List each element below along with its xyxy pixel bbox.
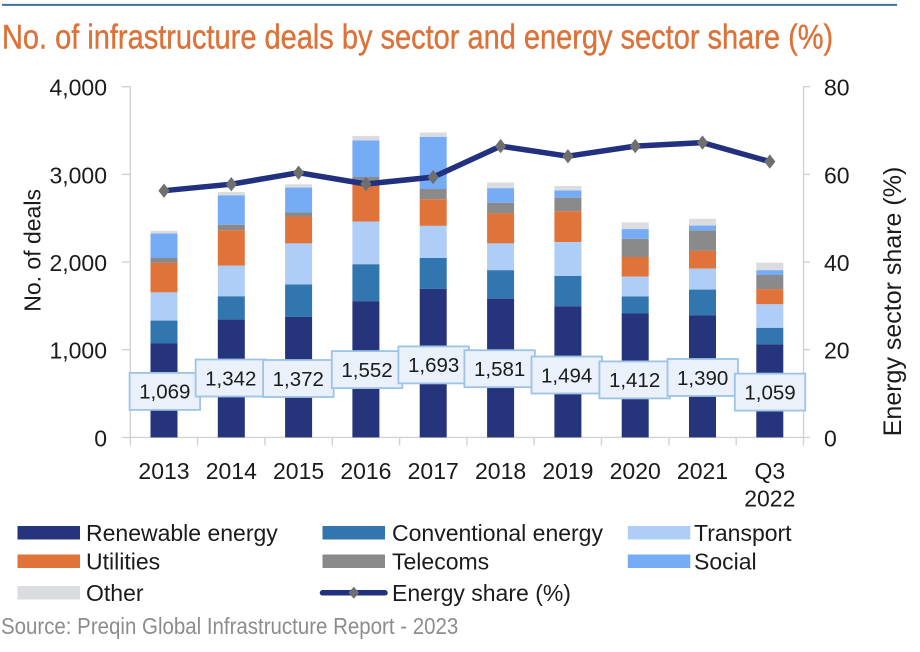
svg-text:1,494: 1,494 <box>541 364 592 387</box>
svg-text:2021: 2021 <box>677 458 728 484</box>
svg-text:0: 0 <box>824 425 837 451</box>
svg-text:1,000: 1,000 <box>49 338 107 364</box>
svg-text:1,372: 1,372 <box>273 368 324 391</box>
svg-text:1,059: 1,059 <box>744 381 795 404</box>
svg-text:2015: 2015 <box>273 458 324 484</box>
svg-text:2019: 2019 <box>542 458 593 484</box>
svg-text:2014: 2014 <box>206 458 257 484</box>
svg-text:2016: 2016 <box>340 458 391 484</box>
svg-text:1,412: 1,412 <box>609 369 660 392</box>
svg-text:2022: 2022 <box>744 486 795 512</box>
svg-text:1,552: 1,552 <box>341 359 392 382</box>
svg-text:1,069: 1,069 <box>139 381 190 404</box>
svg-text:2,000: 2,000 <box>49 250 107 276</box>
svg-text:2020: 2020 <box>610 458 661 484</box>
svg-text:No. of infrastructure deals by: No. of infrastructure deals by sector an… <box>2 17 833 56</box>
svg-text:1,581: 1,581 <box>474 358 525 381</box>
svg-text:Conventional energy: Conventional energy <box>392 520 603 546</box>
svg-text:Social: Social <box>694 548 757 574</box>
svg-text:40: 40 <box>824 250 850 276</box>
svg-text:Q3: Q3 <box>754 458 785 484</box>
svg-text:1,390: 1,390 <box>677 367 728 390</box>
svg-text:4,000: 4,000 <box>49 75 107 101</box>
svg-text:0: 0 <box>94 425 107 451</box>
svg-text:60: 60 <box>824 162 850 188</box>
svg-text:Energy sector share (%): Energy sector share (%) <box>879 167 907 437</box>
svg-text:Telecoms: Telecoms <box>392 548 489 574</box>
svg-text:Renewable energy: Renewable energy <box>86 520 278 546</box>
svg-text:2018: 2018 <box>475 458 526 484</box>
svg-text:80: 80 <box>824 75 850 101</box>
svg-text:3,000: 3,000 <box>49 162 107 188</box>
svg-text:2017: 2017 <box>408 458 459 484</box>
svg-text:1,342: 1,342 <box>205 367 256 390</box>
svg-text:Energy share (%): Energy share (%) <box>392 580 571 606</box>
svg-text:2013: 2013 <box>138 458 189 484</box>
svg-text:Other: Other <box>86 580 144 606</box>
svg-text:20: 20 <box>824 338 850 364</box>
svg-text:Transport: Transport <box>694 520 792 546</box>
svg-text:1,693: 1,693 <box>408 354 459 377</box>
svg-text:Source: Preqin Global Infrastr: Source: Preqin Global Infrastructure Rep… <box>1 613 458 639</box>
svg-text:No. of deals: No. of deals <box>20 189 46 312</box>
svg-text:Utilities: Utilities <box>86 548 160 574</box>
